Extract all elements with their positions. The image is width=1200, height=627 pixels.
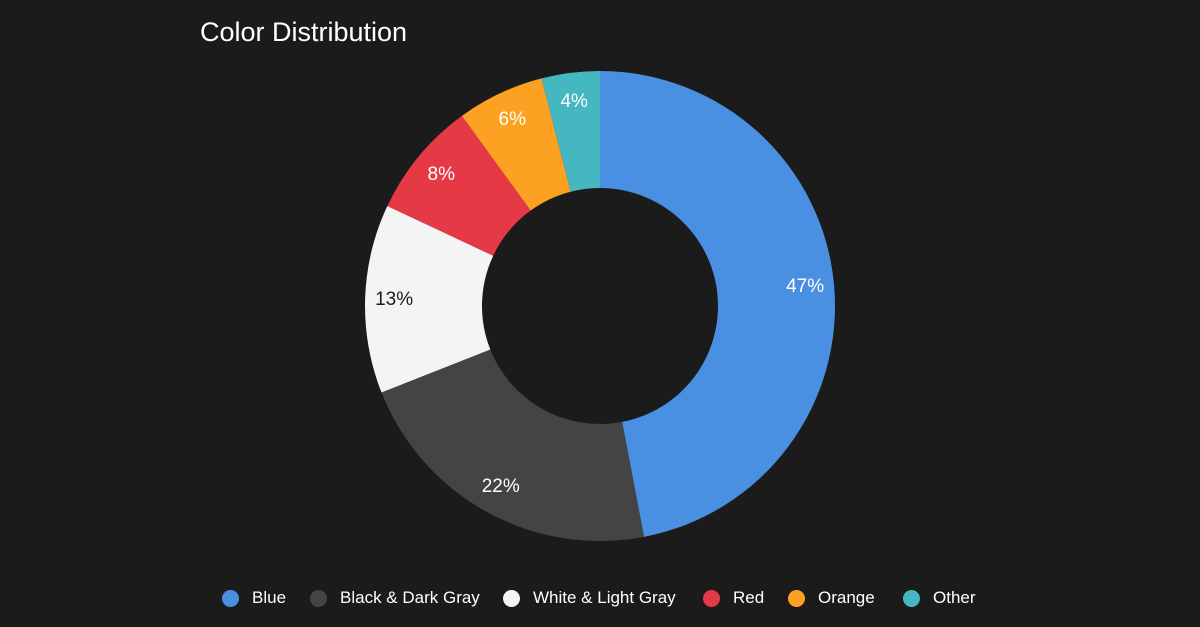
legend-swatch bbox=[788, 589, 805, 607]
legend-item-black-and-dark-gray[interactable]: Black & Dark Gray bbox=[310, 586, 480, 610]
slice-label-orange: 6% bbox=[499, 109, 527, 130]
legend-item-orange[interactable]: Orange bbox=[788, 586, 875, 610]
slice-label-red: 8% bbox=[428, 164, 456, 185]
slice-black-and-dark-gray bbox=[381, 349, 645, 541]
slice-label-black-and-dark-gray: 22% bbox=[482, 476, 520, 497]
legend-item-other[interactable]: Other bbox=[903, 586, 976, 610]
legend-swatch bbox=[503, 589, 520, 607]
slice-white-and-light-gray bbox=[365, 205, 494, 393]
legend-label: Orange bbox=[818, 588, 875, 607]
slice-other bbox=[541, 71, 600, 192]
legend-item-white-and-light-gray[interactable]: White & Light Gray bbox=[503, 586, 676, 610]
legend-swatch bbox=[703, 589, 720, 607]
slice-label-blue: 47% bbox=[786, 276, 824, 297]
slice-labels-group: 47% 22% 13% 8% 6% 4% bbox=[375, 91, 824, 497]
slice-label-other: 4% bbox=[560, 91, 588, 112]
legend-item-red[interactable]: Red bbox=[703, 586, 764, 610]
chart-title: Color Distribution bbox=[200, 17, 408, 47]
legend-label: Black & Dark Gray bbox=[340, 588, 480, 607]
legend: Blue Black & Dark Gray White & Light Gray R… bbox=[0, 586, 1200, 610]
legend-swatch bbox=[903, 589, 920, 607]
legend-item-blue[interactable]: Blue bbox=[222, 586, 286, 610]
slice-red bbox=[387, 115, 531, 256]
legend-label: White & Light Gray bbox=[533, 588, 676, 607]
slice-orange bbox=[461, 78, 571, 211]
slice-blue bbox=[600, 71, 836, 537]
legend-swatch bbox=[222, 589, 239, 607]
legend-label: Other bbox=[933, 588, 976, 607]
legend-label: Blue bbox=[252, 588, 287, 607]
slice-label-white-and-light-gray: 13% bbox=[375, 289, 413, 310]
legend-swatch bbox=[310, 589, 327, 607]
slices-group bbox=[365, 71, 836, 541]
legend-label: Red bbox=[733, 588, 765, 607]
